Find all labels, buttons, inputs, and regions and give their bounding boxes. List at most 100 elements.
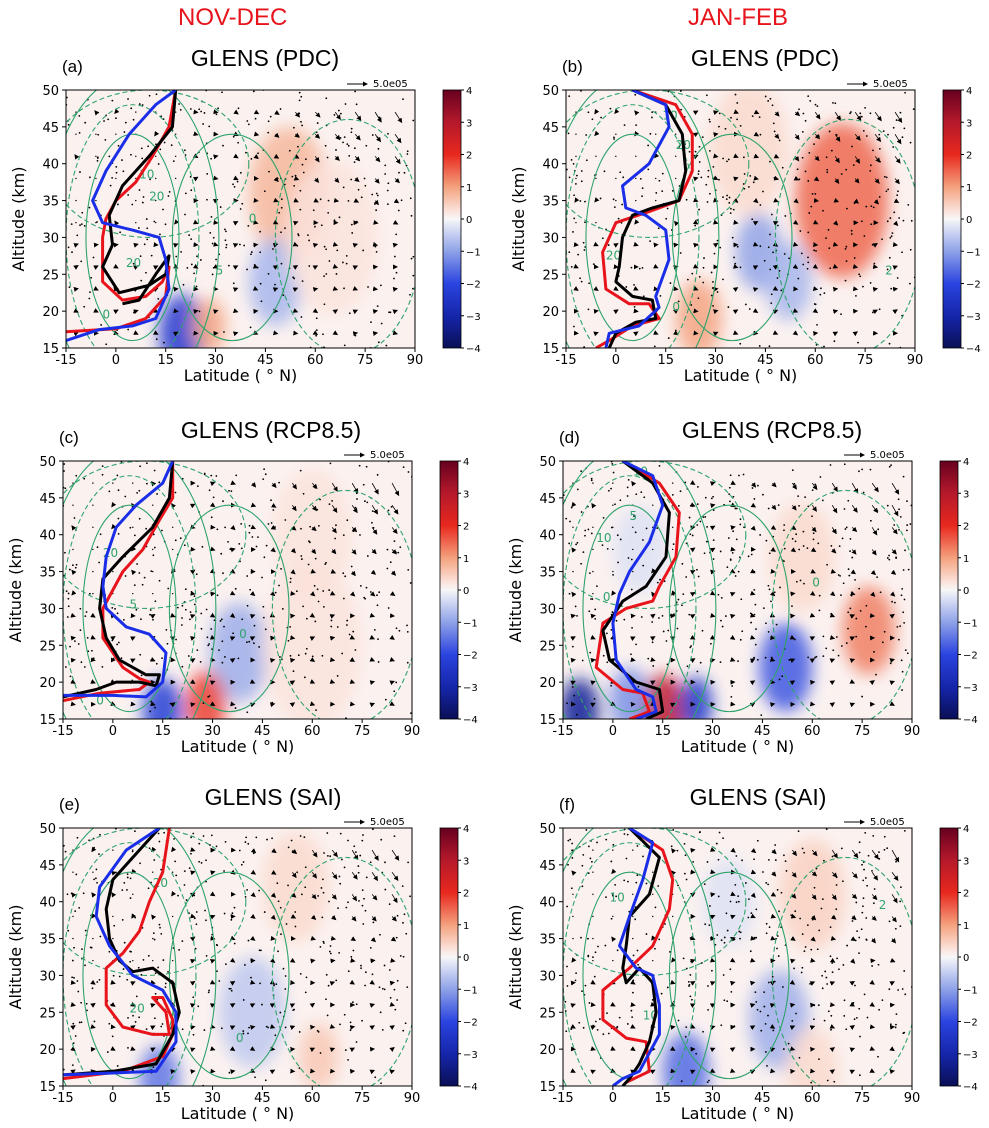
stipple-dot bbox=[175, 874, 178, 877]
stipple-dot bbox=[593, 975, 596, 978]
stipple-dot bbox=[573, 325, 575, 328]
stipple-dot bbox=[861, 468, 864, 471]
quiver-arrow bbox=[250, 913, 256, 919]
quiver-arrow bbox=[730, 980, 736, 986]
stipple-dot bbox=[726, 160, 728, 163]
colorbar-tick-label: 4 bbox=[966, 86, 972, 97]
quiver-arrow bbox=[834, 178, 840, 185]
quiver-arrow bbox=[873, 199, 880, 205]
stipple-dot bbox=[301, 124, 303, 127]
stipple-dot bbox=[736, 118, 738, 121]
quiver-arrow bbox=[171, 871, 174, 873]
stipple-dot bbox=[649, 240, 651, 243]
quiver-arrow bbox=[749, 702, 756, 708]
stipple-dot bbox=[299, 469, 302, 472]
stipple-dot bbox=[849, 538, 852, 540]
stipple-dot bbox=[743, 173, 746, 175]
stipple-dot bbox=[776, 277, 779, 279]
stipple-dot bbox=[278, 584, 280, 587]
stipple-dot bbox=[246, 889, 249, 891]
stipple-dot bbox=[862, 905, 864, 908]
stipple-dot bbox=[833, 1080, 836, 1083]
quiver-arrow bbox=[252, 263, 259, 269]
stipple-dot bbox=[142, 958, 145, 961]
stipple-dot bbox=[643, 496, 646, 499]
stipple-dot bbox=[700, 176, 703, 179]
stipple-dot bbox=[749, 612, 752, 615]
panel-title: GLENS (PDC) bbox=[691, 45, 839, 71]
stipple-dot bbox=[909, 282, 911, 285]
black-line bbox=[101, 90, 178, 306]
stipple-dot bbox=[208, 489, 211, 492]
quiver-arrow bbox=[209, 891, 216, 897]
stipple-dot bbox=[181, 617, 183, 619]
stipple-dot bbox=[257, 152, 259, 155]
quiver-arrow bbox=[229, 981, 236, 986]
stipple-dot bbox=[280, 198, 283, 201]
stipple-dot bbox=[785, 870, 788, 872]
quiver-arrow bbox=[632, 937, 634, 940]
contour-label: 0 bbox=[249, 212, 257, 226]
x-tick-label: 75 bbox=[354, 724, 371, 739]
stipple-dot bbox=[566, 905, 569, 908]
quiver-arrow bbox=[369, 702, 376, 708]
quiver-arrow bbox=[851, 893, 858, 900]
x-tick-label: 0 bbox=[109, 724, 117, 739]
quiver-arrow bbox=[292, 220, 299, 226]
quiver-arrow bbox=[849, 590, 856, 596]
stipple-dot bbox=[574, 183, 577, 185]
quiver-arrow bbox=[592, 959, 594, 962]
contour-label: 0 bbox=[96, 693, 104, 707]
quiver-arrow bbox=[672, 309, 679, 315]
stipple-dot bbox=[616, 534, 619, 537]
stipple-dot bbox=[326, 1014, 329, 1017]
stipple-dot bbox=[642, 855, 644, 858]
quiver-arrow bbox=[789, 658, 796, 664]
stipple-dot bbox=[79, 171, 81, 173]
y-tick-label: 30 bbox=[539, 602, 556, 617]
stipple-dot bbox=[228, 1071, 231, 1074]
stipple-dot bbox=[677, 1019, 680, 1022]
stipple-dot bbox=[890, 235, 893, 238]
stipple-dot bbox=[658, 617, 660, 619]
stipple-dot bbox=[672, 543, 675, 546]
quiver-arrow bbox=[250, 848, 257, 854]
quiver-arrow bbox=[753, 131, 760, 137]
stipple-dot bbox=[330, 625, 333, 628]
quiver-arrow bbox=[769, 591, 776, 597]
quiver-arrow bbox=[850, 569, 857, 575]
stipple-dot bbox=[205, 859, 207, 862]
stipple-dot bbox=[612, 471, 615, 474]
stipple-dot bbox=[807, 656, 810, 659]
stipple-dot bbox=[81, 948, 83, 951]
quiver-arrow bbox=[132, 893, 134, 896]
stipple-dot bbox=[74, 566, 77, 569]
stipple-dot bbox=[402, 955, 405, 958]
stipple-dot bbox=[150, 570, 153, 572]
stipple-dot bbox=[585, 134, 588, 136]
quiver-arrow bbox=[353, 198, 360, 203]
stipple-dot bbox=[684, 854, 687, 857]
contour-line bbox=[582, 504, 677, 713]
y-tick-label: 35 bbox=[539, 566, 556, 581]
stipple-dot bbox=[804, 496, 807, 499]
stipple-dot bbox=[678, 145, 681, 148]
quiver-arrow bbox=[849, 980, 856, 986]
stipple-dot bbox=[80, 661, 83, 664]
quiver-arrow bbox=[829, 1069, 836, 1075]
quiver-arrow bbox=[870, 591, 876, 597]
stipple-dot bbox=[860, 115, 863, 118]
x-tick-label: 75 bbox=[857, 353, 874, 368]
stipple-dot bbox=[67, 592, 70, 595]
quiver-arrow bbox=[595, 221, 597, 224]
stipple-dot bbox=[121, 918, 124, 921]
contour-line bbox=[171, 133, 293, 342]
stipple-dot bbox=[298, 91, 301, 94]
quiver-arrow bbox=[829, 680, 836, 686]
colorbar-tick-label: −2 bbox=[966, 280, 981, 291]
stipple-dot bbox=[894, 927, 897, 930]
stipple-dot bbox=[855, 1016, 858, 1019]
quiver-arrow bbox=[152, 570, 154, 573]
stipple-dot bbox=[233, 942, 236, 945]
stipple-dot bbox=[393, 988, 396, 991]
